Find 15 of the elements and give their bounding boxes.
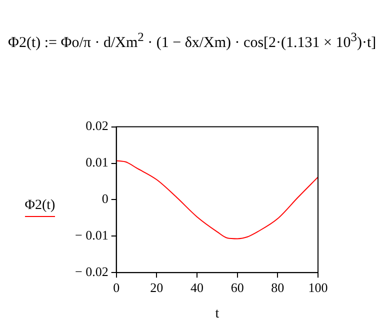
x-tick-label: 20 bbox=[150, 280, 164, 295]
y-tick-label: 0.01 bbox=[86, 154, 108, 170]
y-tick-label: − 0.01 bbox=[74, 228, 108, 243]
x-tick-label: 100 bbox=[308, 280, 328, 295]
y-tick-label: − 0.02 bbox=[74, 264, 108, 280]
line-series bbox=[116, 160, 318, 240]
chart-title: Φ2(t) := Φo/π · d/Xm$^{2}$ · (1 − δx/Xm) · cos[2·(1.131 × 10$^{3}$)·t] bbox=[8, 30, 376, 52]
text: Φ2(t) bbox=[24, 198, 56, 214]
x-tick-label: 40 bbox=[190, 280, 204, 295]
x-tick-label: 60 bbox=[230, 280, 244, 295]
x-axis-title: t bbox=[215, 306, 220, 322]
y-tick-label: 0 bbox=[102, 191, 108, 206]
x-tick-label: 0 bbox=[113, 280, 120, 295]
y-tick-label: 0.02 bbox=[86, 118, 108, 134]
x-tick-label: 80 bbox=[271, 280, 284, 295]
